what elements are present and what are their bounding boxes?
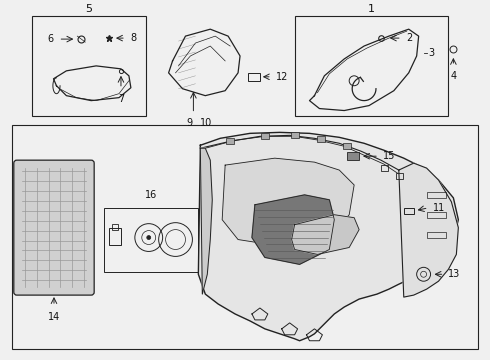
Text: 3: 3 <box>429 48 435 58</box>
Bar <box>291 132 298 138</box>
Polygon shape <box>198 132 458 341</box>
Bar <box>404 208 414 214</box>
Polygon shape <box>222 158 354 247</box>
Text: 1: 1 <box>368 4 375 14</box>
Polygon shape <box>292 215 359 255</box>
Bar <box>226 138 234 144</box>
Bar <box>427 212 446 218</box>
Text: 14: 14 <box>48 312 60 322</box>
Text: 5: 5 <box>85 4 92 14</box>
Bar <box>318 136 325 142</box>
Polygon shape <box>399 163 458 297</box>
Circle shape <box>147 235 151 239</box>
FancyBboxPatch shape <box>14 160 94 295</box>
Bar <box>32 16 146 116</box>
Text: 8: 8 <box>130 33 136 43</box>
Text: 12: 12 <box>276 72 288 82</box>
Bar <box>294 16 448 116</box>
Text: 2: 2 <box>406 33 412 43</box>
Text: 6: 6 <box>48 34 53 44</box>
Text: 16: 16 <box>145 190 157 200</box>
Bar <box>347 152 359 160</box>
Bar <box>12 125 478 349</box>
Text: 13: 13 <box>448 269 461 279</box>
Text: 4: 4 <box>450 71 457 81</box>
Bar <box>427 231 446 238</box>
Text: 9: 9 <box>186 118 193 129</box>
Bar <box>248 73 260 81</box>
Text: 15: 15 <box>383 151 395 161</box>
Bar <box>261 133 269 139</box>
Bar <box>104 208 198 272</box>
Bar <box>112 224 118 230</box>
Polygon shape <box>252 195 334 264</box>
Text: 10: 10 <box>200 118 213 129</box>
Bar <box>427 192 446 198</box>
Text: 7: 7 <box>118 94 124 104</box>
Bar <box>396 173 403 179</box>
Bar <box>109 228 121 246</box>
Polygon shape <box>200 148 212 294</box>
Text: 11: 11 <box>433 203 445 213</box>
Bar <box>381 165 388 171</box>
Bar <box>343 143 351 149</box>
